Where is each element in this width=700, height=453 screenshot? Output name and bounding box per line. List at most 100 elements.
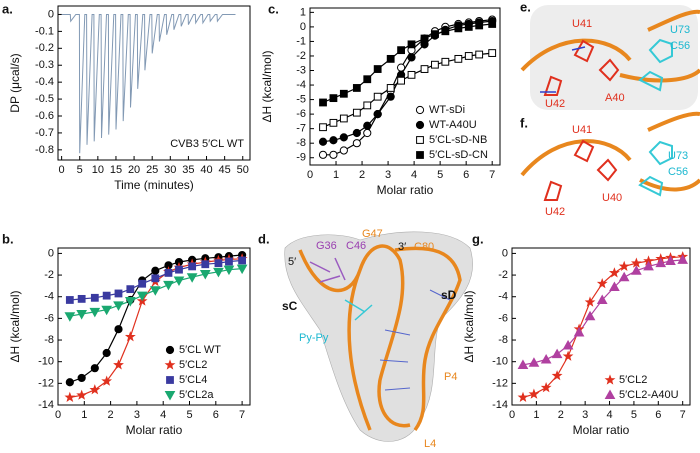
y-tick-label: -4 bbox=[296, 79, 306, 91]
marker bbox=[90, 293, 99, 302]
marker bbox=[64, 312, 76, 322]
legend-label: 5′CL-sD-CN bbox=[429, 149, 488, 161]
x-tick-label: 3 bbox=[385, 169, 391, 181]
marker bbox=[329, 150, 338, 159]
marker bbox=[655, 257, 667, 268]
marker bbox=[665, 255, 676, 265]
marker bbox=[386, 54, 395, 63]
marker bbox=[677, 254, 689, 264]
marker bbox=[431, 30, 439, 39]
marker bbox=[126, 285, 135, 294]
marker bbox=[76, 389, 87, 400]
marker bbox=[77, 373, 86, 383]
legend-label: 5′CL-sD-NB bbox=[429, 134, 487, 146]
marker bbox=[318, 137, 328, 146]
marker bbox=[175, 265, 183, 274]
marker bbox=[407, 53, 416, 62]
legend-marker bbox=[166, 376, 174, 384]
x-tick-label: 30 bbox=[164, 164, 176, 176]
y-tick-label: -10 bbox=[492, 356, 508, 368]
marker bbox=[339, 89, 348, 98]
panel-label: a. bbox=[2, 1, 13, 16]
y-tick-label: -0.6 bbox=[35, 110, 54, 122]
x-tick-label: 5 bbox=[437, 169, 443, 181]
legend-label: 5′CL2a bbox=[179, 389, 214, 401]
y-tick-label: -0.1 bbox=[35, 25, 54, 37]
y-tick-label: -14 bbox=[492, 399, 508, 411]
marker bbox=[90, 364, 99, 373]
marker bbox=[223, 265, 235, 276]
x-tick-label: 1 bbox=[333, 169, 339, 181]
y-tick-label: -0.8 bbox=[35, 144, 54, 156]
y-tick-label: -3 bbox=[296, 64, 306, 76]
legend-marker bbox=[415, 105, 425, 115]
structure-f: f. U41 U73 C56 U40 U42 bbox=[520, 111, 700, 218]
marker bbox=[89, 307, 101, 318]
y-tick-label: 0 bbox=[48, 8, 54, 20]
legend-marker bbox=[604, 374, 616, 385]
panel-label: f. bbox=[520, 115, 528, 130]
marker bbox=[488, 20, 497, 28]
structure-label: U42 bbox=[545, 98, 565, 110]
plot-frame bbox=[511, 247, 691, 406]
y-tick-label: -12 bbox=[492, 377, 508, 389]
legend-label: 5′CL2 bbox=[179, 359, 207, 371]
marker bbox=[608, 267, 620, 278]
x-tick-label: 0 bbox=[307, 169, 313, 181]
marker bbox=[64, 391, 76, 403]
x-tick-label: 6 bbox=[655, 409, 661, 421]
structure-label: U73 bbox=[668, 150, 688, 162]
legend-label: 5′CL4 bbox=[179, 374, 207, 386]
marker bbox=[77, 294, 86, 303]
marker bbox=[199, 269, 211, 280]
marker bbox=[124, 331, 136, 342]
y-tick-label: 0 bbox=[48, 247, 54, 259]
marker bbox=[562, 350, 574, 361]
plot-frame bbox=[309, 7, 501, 166]
marker bbox=[397, 76, 405, 85]
y-tick-label: -8 bbox=[498, 334, 508, 346]
fit-line bbox=[322, 23, 493, 104]
y-axis-label: ΔH (kcal/mol) bbox=[462, 290, 476, 362]
x-tick-label: 3 bbox=[134, 409, 140, 421]
marker bbox=[562, 339, 574, 350]
y-tick-label: -0.5 bbox=[35, 93, 54, 105]
marker bbox=[584, 310, 596, 321]
x-tick-label: 0 bbox=[55, 409, 61, 421]
marker bbox=[407, 40, 416, 49]
marker bbox=[464, 52, 473, 60]
marker bbox=[149, 286, 161, 296]
x-tick-label: 25 bbox=[146, 164, 158, 176]
marker bbox=[225, 257, 233, 266]
marker bbox=[596, 294, 608, 304]
marker bbox=[201, 260, 210, 269]
fit-line bbox=[522, 256, 683, 398]
marker bbox=[517, 391, 529, 403]
x-tick-label: 10 bbox=[92, 164, 104, 176]
marker bbox=[363, 101, 372, 110]
marker bbox=[101, 305, 113, 316]
structure-label: L4 bbox=[424, 438, 436, 450]
plot-frame bbox=[57, 5, 251, 161]
x-tick-label: 4 bbox=[160, 409, 166, 421]
marker bbox=[151, 274, 160, 283]
y-tick-label: -2 bbox=[296, 50, 306, 62]
legend-marker bbox=[416, 136, 424, 144]
annotation: CVB3 5′CL WT bbox=[170, 138, 244, 150]
structure-label: P4 bbox=[444, 371, 457, 383]
marker bbox=[431, 60, 439, 69]
panel-label: c. bbox=[268, 1, 279, 16]
x-tick-label: 50 bbox=[237, 164, 249, 176]
y-tick-label: -10 bbox=[38, 356, 54, 368]
marker bbox=[517, 359, 529, 369]
legend-label: 5′CL WT bbox=[179, 344, 221, 356]
structure-label: U73 bbox=[670, 24, 690, 36]
marker bbox=[488, 49, 497, 57]
marker bbox=[164, 269, 173, 277]
structure-label: Py-Py bbox=[299, 332, 329, 344]
panel-label: g. bbox=[472, 231, 484, 246]
structure-label: C46 bbox=[346, 240, 366, 252]
marker bbox=[396, 63, 406, 72]
marker bbox=[339, 133, 348, 142]
